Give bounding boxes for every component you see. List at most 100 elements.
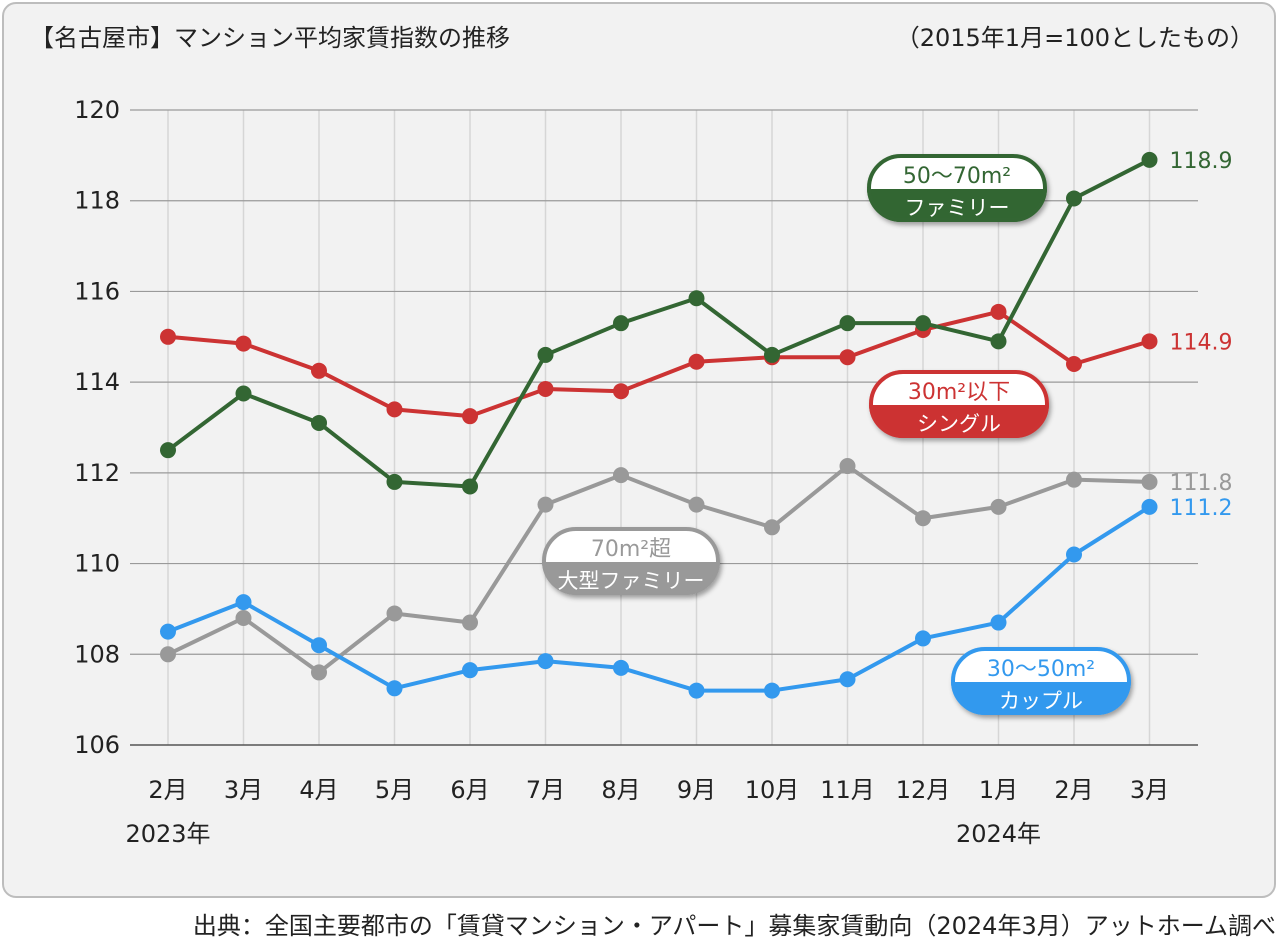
x-tick-label: 3月 [224,776,263,804]
x-tick-label: 3月 [1130,776,1169,804]
legend-label-line2: ファミリー [905,196,1010,220]
y-tick-label: 106 [74,731,120,759]
data-point-large [1141,473,1158,490]
data-point-couple [613,659,629,676]
data-point-family [311,414,327,431]
badge-border [867,154,1047,222]
badge-top-fill [867,154,1047,189]
data-point-large [1066,471,1082,488]
data-point-couple [462,662,478,679]
badge-border [951,647,1131,715]
data-point-single [386,401,403,418]
end-value-label-large: 111.8 [1170,471,1233,496]
data-point-family [386,473,403,490]
data-point-couple [915,630,931,647]
data-point-single [537,380,554,397]
x-tick-label: 1月 [979,776,1018,804]
badge-top-fill [951,647,1131,682]
badge-top-fill [869,370,1049,405]
data-point-large [990,498,1007,515]
data-point-couple [311,637,327,654]
legend-label-line2: シングル [917,412,1001,436]
data-point-couple [537,653,554,670]
legend-label-line1: 30m²以下 [908,380,1010,405]
source-credit: 出典：全国主要都市の「賃貸マンション・アパート」募集家賃動向（2024年3月）ア… [192,912,1276,940]
badge-border [869,370,1049,438]
data-point-couple [839,671,856,688]
data-point-single [160,328,176,345]
data-point-family [688,290,705,307]
data-point-single [1141,333,1158,350]
data-point-family [990,333,1007,350]
data-point-large [537,496,554,513]
data-point-large [462,614,478,631]
year-label: 2023年 [125,820,210,848]
data-point-large [688,496,705,513]
x-tick-label: 4月 [299,776,338,804]
end-value-label-couple: 111.2 [1170,496,1233,521]
series-line-family [166,157,1152,489]
x-tick-label: 12月 [896,776,951,804]
x-tick-label: 8月 [601,776,640,804]
y-tick-label: 108 [74,640,120,668]
data-point-single [235,335,252,352]
data-point-single [462,408,478,425]
y-tick-label: 116 [74,277,120,305]
data-point-single [839,349,856,366]
series-line-large [166,464,1152,675]
year-label: 2024年 [956,820,1041,848]
data-point-single [688,353,705,370]
chart-frame [2,2,1276,898]
data-point-single [311,362,327,379]
data-point-family [235,385,252,402]
data-point-couple [1066,546,1082,563]
data-point-family [537,346,554,363]
x-tick-label: 2月 [1054,776,1093,804]
y-tick-label: 118 [74,187,120,215]
series-line-couple [166,504,1152,693]
x-tick-label: 2月 [148,776,187,804]
legend-label-line1: 50〜70m² [903,164,1011,189]
data-point-family [839,315,856,332]
data-point-family [160,442,176,459]
chart-title: 【名古屋市】マンション平均家賃指数の推移 [30,24,510,52]
data-point-large [764,519,780,536]
data-point-couple [1141,498,1158,515]
x-tick-label: 6月 [450,776,489,804]
legend-label-line2: カップル [999,689,1083,713]
data-point-couple [386,680,403,697]
x-tick-label: 11月 [820,776,875,804]
data-point-large [235,610,252,626]
y-tick-label: 110 [74,550,120,578]
data-point-family [1141,151,1158,168]
data-point-single [613,383,629,400]
x-tick-label: 5月 [375,776,414,804]
legend-label-line2: 大型ファミリー [558,569,705,593]
data-point-large [160,646,176,663]
data-point-family [764,346,780,363]
data-point-family [613,315,629,332]
end-value-label-family: 118.9 [1170,149,1233,174]
data-point-couple [160,623,176,640]
axes: 120 118 116 114 112 110 108 106 2月 3月 4月 5月 6月 7月 8月 9月… [74,96,1169,848]
line-chart: 120 118 116 114 112 110 108 106 2月 3月 4月 5月 6月 7月 8月 9月… [74,96,1232,848]
x-tick-label: 9月 [677,776,716,804]
badge-top-fill [542,527,720,562]
data-point-family [462,478,478,495]
data-point-couple [235,594,252,611]
data-point-large [839,458,856,475]
data-point-couple [764,682,780,699]
data-point-single [1066,356,1082,372]
data-point-couple [990,614,1007,631]
data-point-large [613,467,629,484]
data-point-large [386,605,403,622]
legend-label-line1: 70m²超 [591,537,671,562]
data-point-family [1066,190,1082,207]
data-point-family [915,315,931,332]
data-point-single [990,303,1007,320]
badge-border [542,527,720,595]
